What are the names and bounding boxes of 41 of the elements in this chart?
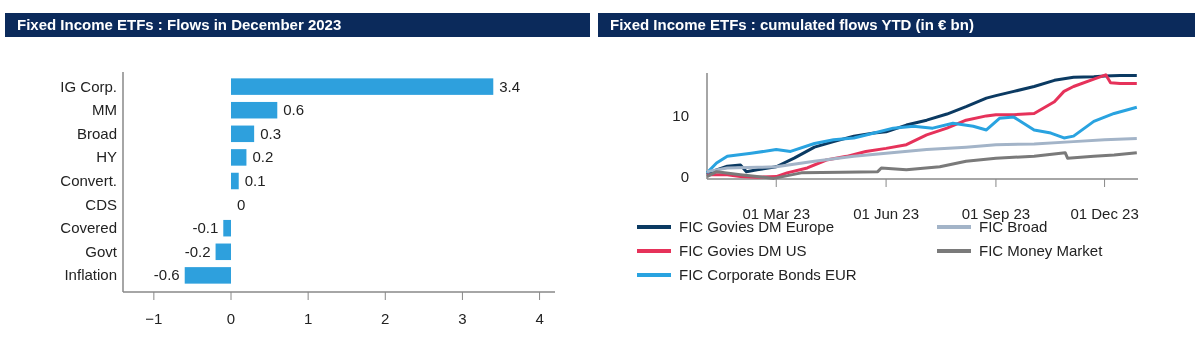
x-tick-label: 3 [458,310,467,327]
data-label: -0.2 [184,242,211,260]
x-tick-label: 0 [226,310,236,327]
legend-label: FIC Corporate Bonds EUR [679,266,857,283]
bar [215,243,231,261]
x-tick-label: 01 Dec 23 [1070,205,1139,222]
line-series [705,137,1139,174]
x-tick-label: 2 [381,310,390,327]
bar [223,219,231,237]
data-label: -0.1 [192,219,219,237]
data-label: 0.6 [283,101,305,119]
y-tick-label: MM [92,101,117,119]
y-tick-label: Inflation [64,266,117,284]
bar [231,101,278,119]
x-tick-label: −1 [145,310,163,327]
data-label: 0.2 [252,148,274,166]
legend-label: FIC Money Market [979,242,1104,259]
data-label: 0.1 [244,172,266,189]
y-tick-label: HY [96,148,117,166]
y-tick-label: CDS [85,195,117,213]
line-series [705,105,1139,175]
x-tick-label: 01 Jun 23 [853,205,920,222]
bar [184,267,231,284]
y-tick-label: Govt [85,242,118,260]
x-tick-label: 4 [535,310,544,327]
chart-title: Fixed Income ETFs : cumulated flows YTD (in € bn) [610,16,974,33]
data-label: -0.6 [153,266,180,284]
data-label: 3.4 [499,77,521,95]
y-tick-label: Broad [76,124,117,142]
legend-label: FIC Govies DM US [679,242,807,259]
y-tick-label: 10 [672,106,689,124]
bar [231,78,494,95]
x-tick-label: 1 [303,310,313,327]
y-tick-label: Convert. [60,172,117,189]
y-tick-label: Covered [60,219,117,237]
bar [231,125,255,143]
bar [231,149,247,166]
y-tick-label: IG Corp. [60,77,117,95]
chart-title: Fixed Income ETFs : Flows in December 2023 [17,16,342,33]
data-label: 0.3 [260,124,281,142]
bar [231,172,239,190]
